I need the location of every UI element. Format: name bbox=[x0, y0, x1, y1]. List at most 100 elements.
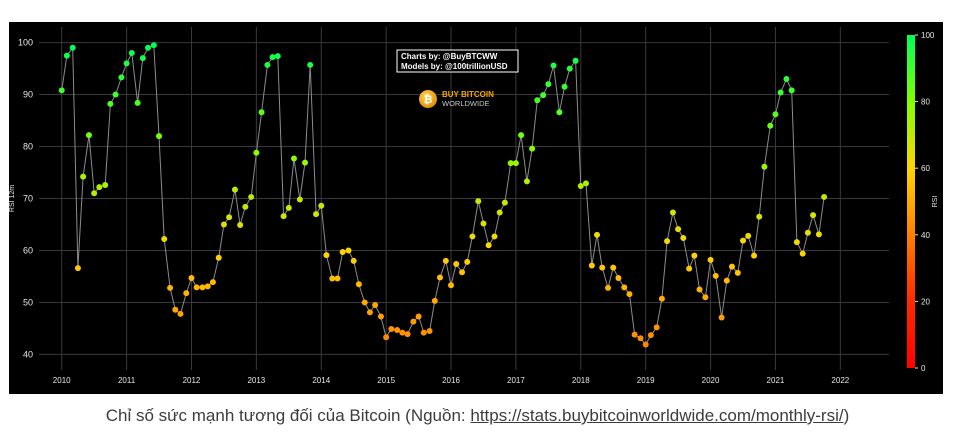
data-point bbox=[561, 83, 568, 90]
data-point bbox=[594, 231, 601, 238]
data-point bbox=[323, 252, 330, 259]
colorbar-tick-label: 40 bbox=[921, 231, 930, 240]
data-point bbox=[664, 238, 671, 245]
data-point bbox=[172, 306, 179, 313]
data-point bbox=[734, 269, 741, 276]
data-point bbox=[377, 313, 384, 320]
data-point bbox=[167, 284, 174, 291]
series-line bbox=[61, 44, 825, 346]
data-point bbox=[96, 184, 103, 191]
data-point bbox=[436, 274, 443, 281]
data-point bbox=[69, 44, 76, 51]
data-point bbox=[501, 199, 508, 206]
data-point bbox=[415, 313, 422, 320]
data-point bbox=[183, 290, 190, 297]
data-point bbox=[388, 325, 395, 332]
brand-logo: ₿ BUY BITCOIN WORLDWIDE bbox=[419, 90, 494, 108]
x-tick-label: 2010 bbox=[53, 376, 71, 385]
data-point bbox=[274, 53, 281, 60]
data-point bbox=[285, 204, 292, 211]
colorbar-label: RSI bbox=[932, 196, 939, 208]
data-point bbox=[777, 89, 784, 96]
credit-models-text: Models by: @100trillionUSD bbox=[401, 62, 508, 71]
data-point bbox=[675, 226, 682, 233]
data-point bbox=[680, 234, 687, 241]
data-point bbox=[810, 212, 817, 219]
rsi-series-line bbox=[61, 44, 825, 346]
data-point bbox=[112, 91, 119, 98]
data-point bbox=[193, 284, 200, 291]
data-point bbox=[345, 247, 352, 254]
data-point bbox=[761, 163, 768, 170]
data-point bbox=[518, 132, 525, 139]
colorbar: 0 20 40 60 80 100 RSI bbox=[907, 31, 939, 373]
data-point bbox=[723, 277, 730, 284]
data-point bbox=[442, 257, 449, 264]
data-point bbox=[631, 331, 638, 338]
data-point bbox=[615, 275, 622, 282]
data-point bbox=[74, 265, 81, 272]
data-point bbox=[740, 237, 747, 244]
data-point bbox=[637, 335, 644, 342]
data-point bbox=[464, 258, 471, 265]
data-point bbox=[783, 75, 790, 82]
data-point bbox=[512, 160, 519, 167]
data-point bbox=[231, 186, 238, 193]
data-point bbox=[399, 329, 406, 336]
data-point bbox=[582, 180, 589, 187]
source-link[interactable]: https://stats.buybitcoinworldwide.com/mo… bbox=[470, 406, 844, 425]
colorbar-tick-label: 80 bbox=[921, 98, 930, 107]
data-point bbox=[426, 328, 433, 335]
data-point bbox=[577, 183, 584, 190]
data-point bbox=[199, 284, 206, 291]
data-point bbox=[799, 250, 806, 257]
x-tick-label: 2014 bbox=[312, 376, 330, 385]
x-tick-label: 2013 bbox=[247, 376, 265, 385]
data-point bbox=[63, 52, 70, 59]
colorbar-ticks: 0 20 40 60 80 100 bbox=[915, 31, 935, 373]
data-point bbox=[507, 160, 514, 167]
data-point bbox=[485, 242, 492, 249]
data-point bbox=[707, 256, 714, 263]
data-point bbox=[355, 281, 362, 288]
credit-charts-text: Charts by: @BuyBTCWW bbox=[401, 52, 498, 61]
colorbar-tick-label: 20 bbox=[921, 297, 930, 306]
data-point bbox=[420, 329, 427, 336]
data-point bbox=[134, 99, 141, 106]
rsi-chart: 40 50 60 70 80 90 100 2010 2011 2012 2013 2014 2015 2… bbox=[9, 27, 939, 385]
data-point bbox=[269, 54, 276, 61]
data-point bbox=[145, 44, 152, 51]
chart-panel: 40 50 60 70 80 90 100 2010 2011 2012 2013 2014 2015 2… bbox=[9, 22, 943, 394]
x-tick-label: 2019 bbox=[637, 376, 655, 385]
data-point bbox=[605, 284, 612, 291]
data-point bbox=[475, 198, 482, 205]
data-point bbox=[523, 178, 530, 185]
axis-ticks: 40 50 60 70 80 90 100 2010 2011 2012 2013 2014 2015 2… bbox=[18, 38, 850, 385]
data-point bbox=[318, 202, 325, 209]
data-point bbox=[745, 232, 752, 239]
y-tick-label: 70 bbox=[23, 194, 33, 204]
data-point bbox=[237, 222, 244, 229]
data-point bbox=[404, 331, 411, 338]
x-tick-label: 2020 bbox=[702, 376, 720, 385]
data-point bbox=[469, 233, 476, 240]
data-point bbox=[566, 65, 573, 72]
data-point bbox=[540, 92, 547, 99]
data-point bbox=[647, 332, 654, 339]
data-point bbox=[626, 291, 633, 298]
data-point bbox=[767, 122, 774, 129]
y-tick-label: 90 bbox=[23, 90, 33, 100]
data-point bbox=[220, 221, 227, 228]
x-tick-label: 2011 bbox=[118, 376, 136, 385]
data-point bbox=[85, 132, 92, 139]
data-point bbox=[302, 159, 309, 166]
data-point bbox=[215, 254, 222, 261]
bitcoin-coin-icon bbox=[419, 90, 437, 108]
data-point bbox=[139, 55, 146, 62]
data-point bbox=[793, 239, 800, 246]
bitcoin-glyph: ₿ bbox=[424, 93, 433, 106]
data-point bbox=[545, 81, 552, 88]
data-point bbox=[150, 42, 157, 49]
data-point bbox=[248, 193, 255, 200]
data-point bbox=[123, 60, 130, 67]
